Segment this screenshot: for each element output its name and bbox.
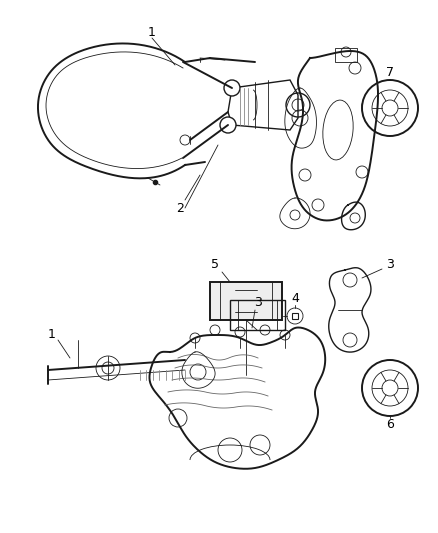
Text: 1: 1 [148, 26, 156, 38]
Circle shape [210, 325, 220, 335]
Text: 4: 4 [291, 292, 299, 304]
Circle shape [96, 356, 120, 380]
Circle shape [190, 333, 200, 343]
Circle shape [362, 80, 418, 136]
Text: 7: 7 [386, 66, 394, 78]
Text: 6: 6 [386, 418, 394, 432]
Circle shape [260, 325, 270, 335]
Circle shape [224, 80, 240, 96]
Circle shape [220, 117, 236, 133]
Text: 5: 5 [211, 259, 219, 271]
Bar [210, 282, 282, 320]
Bar [230, 300, 285, 330]
Circle shape [235, 327, 245, 337]
Text: 3: 3 [386, 257, 394, 271]
Text: 2: 2 [176, 201, 184, 214]
Text: 1: 1 [48, 328, 56, 342]
Circle shape [280, 330, 290, 340]
Bar [335, 48, 357, 62]
Circle shape [362, 360, 418, 416]
Text: 3: 3 [254, 295, 262, 309]
